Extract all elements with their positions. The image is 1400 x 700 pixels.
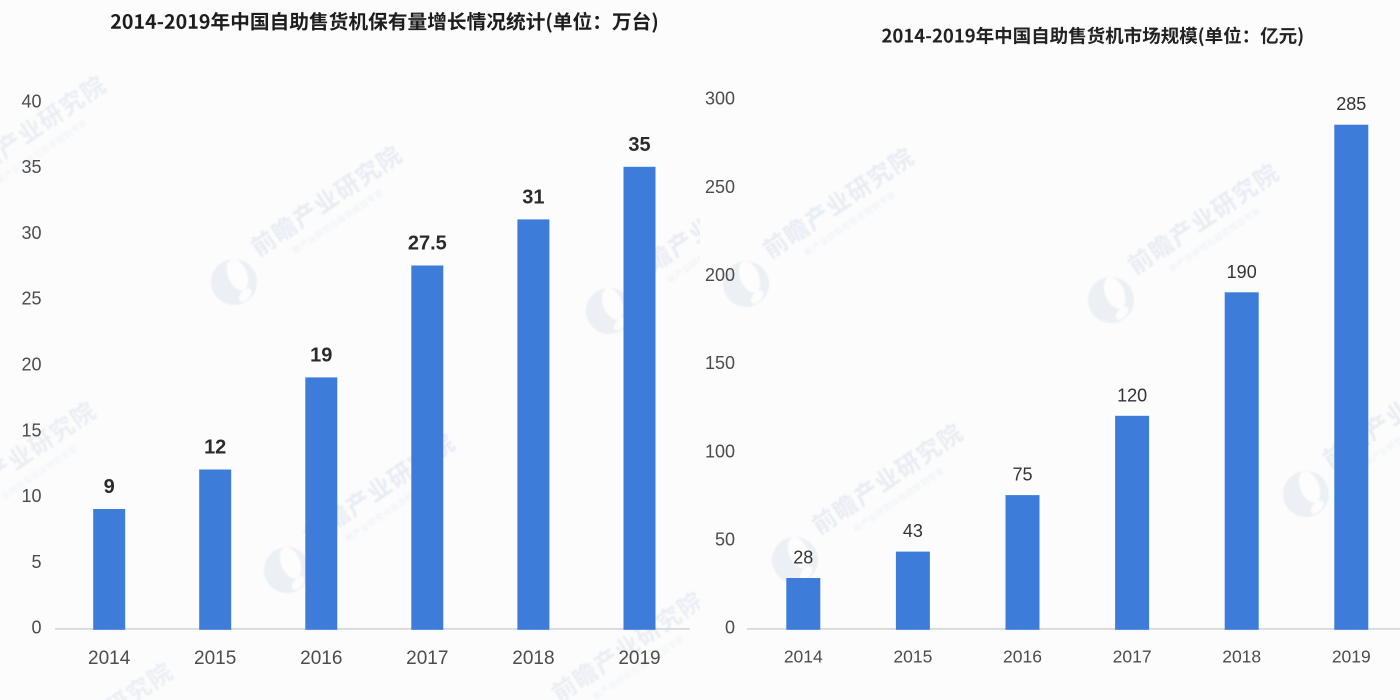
- svg-text:5: 5: [31, 552, 41, 572]
- svg-text:150: 150: [705, 353, 735, 373]
- svg-text:43: 43: [903, 521, 923, 541]
- svg-text:2018: 2018: [1222, 647, 1261, 667]
- svg-text:190: 190: [1227, 262, 1257, 282]
- svg-text:2016: 2016: [300, 648, 342, 669]
- svg-text:75: 75: [1012, 465, 1032, 485]
- svg-text:27.5: 27.5: [408, 233, 447, 255]
- svg-text:10: 10: [21, 486, 41, 506]
- svg-text:2019: 2019: [1332, 647, 1371, 667]
- svg-text:2018: 2018: [512, 648, 554, 669]
- svg-text:2015: 2015: [194, 648, 236, 669]
- svg-text:19: 19: [310, 344, 332, 366]
- svg-text:2017: 2017: [406, 648, 448, 669]
- svg-text:50: 50: [715, 530, 735, 550]
- svg-text:35: 35: [628, 134, 650, 156]
- svg-text:2016: 2016: [1003, 647, 1042, 667]
- svg-text:31: 31: [522, 186, 544, 208]
- svg-text:2017: 2017: [1113, 647, 1152, 667]
- svg-text:0: 0: [725, 618, 735, 638]
- svg-text:300: 300: [705, 89, 735, 109]
- svg-text:20: 20: [21, 355, 41, 375]
- svg-text:2015: 2015: [893, 647, 932, 667]
- svg-text:2014: 2014: [88, 648, 131, 669]
- svg-text:35: 35: [21, 157, 41, 177]
- svg-text:250: 250: [705, 177, 735, 197]
- svg-text:120: 120: [1117, 385, 1147, 405]
- svg-text:25: 25: [21, 289, 41, 309]
- svg-text:9: 9: [104, 476, 115, 498]
- svg-text:285: 285: [1336, 94, 1366, 114]
- svg-text:40: 40: [21, 91, 41, 111]
- svg-text:200: 200: [705, 265, 735, 285]
- svg-text:28: 28: [793, 548, 813, 568]
- svg-text:100: 100: [705, 441, 735, 461]
- svg-text:12: 12: [204, 437, 226, 459]
- svg-text:0: 0: [31, 618, 41, 638]
- svg-text:15: 15: [21, 420, 41, 440]
- svg-text:30: 30: [21, 223, 41, 243]
- svg-text:2014: 2014: [784, 647, 823, 667]
- svg-text:2019: 2019: [618, 648, 660, 669]
